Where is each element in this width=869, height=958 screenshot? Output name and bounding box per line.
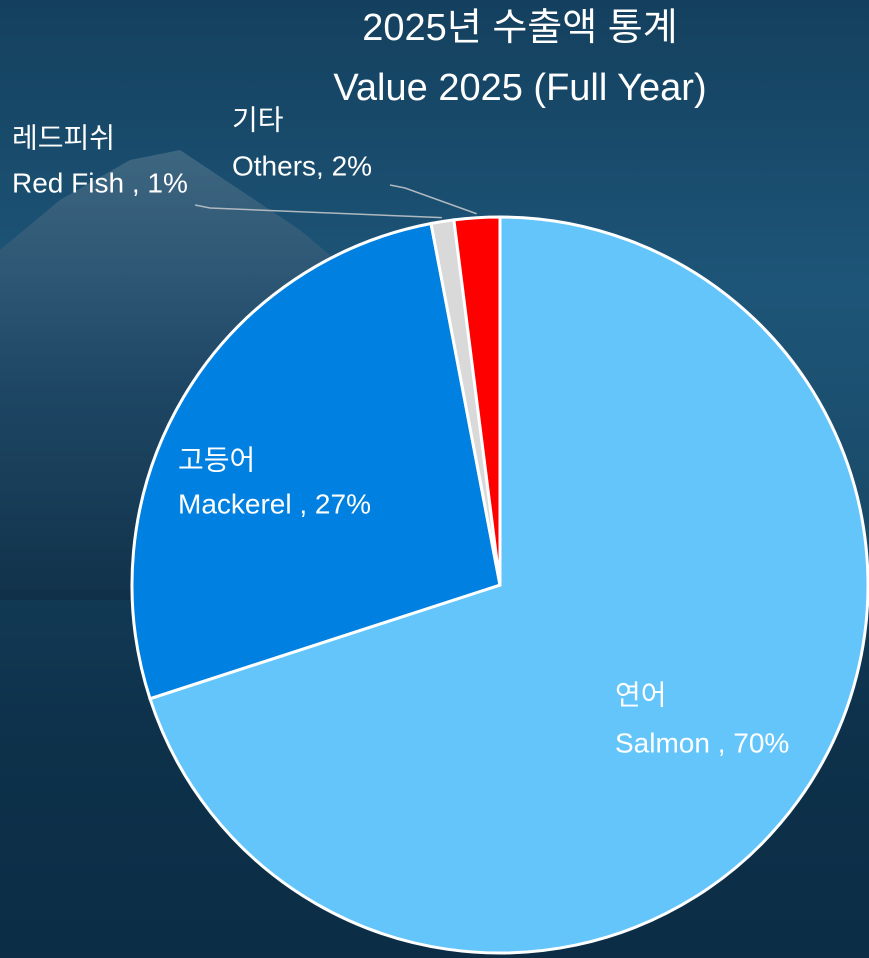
chart-title: 2025년 수출액 통계 — [362, 7, 677, 49]
pie-slice — [452, 215, 502, 586]
slice-value-label: Salmon , 70% — [615, 727, 789, 758]
pie-slice — [130, 221, 502, 701]
slice-category-label: 기타 — [232, 104, 284, 135]
leader-line — [194, 204, 442, 219]
pie-slice — [148, 215, 869, 955]
leader-line — [389, 184, 477, 215]
slice-category-label: 연어 — [615, 679, 667, 710]
slice-value-label: Red Fish , 1% — [12, 167, 188, 198]
slice-category-label: 고등어 — [178, 444, 255, 475]
slice-category-label: 레드피쉬 — [12, 122, 115, 153]
slice-value-label: Others, 2% — [232, 150, 372, 181]
chart-subtitle: Value 2025 (Full Year) — [333, 67, 706, 109]
slice-value-label: Mackerel , 27% — [178, 488, 371, 519]
